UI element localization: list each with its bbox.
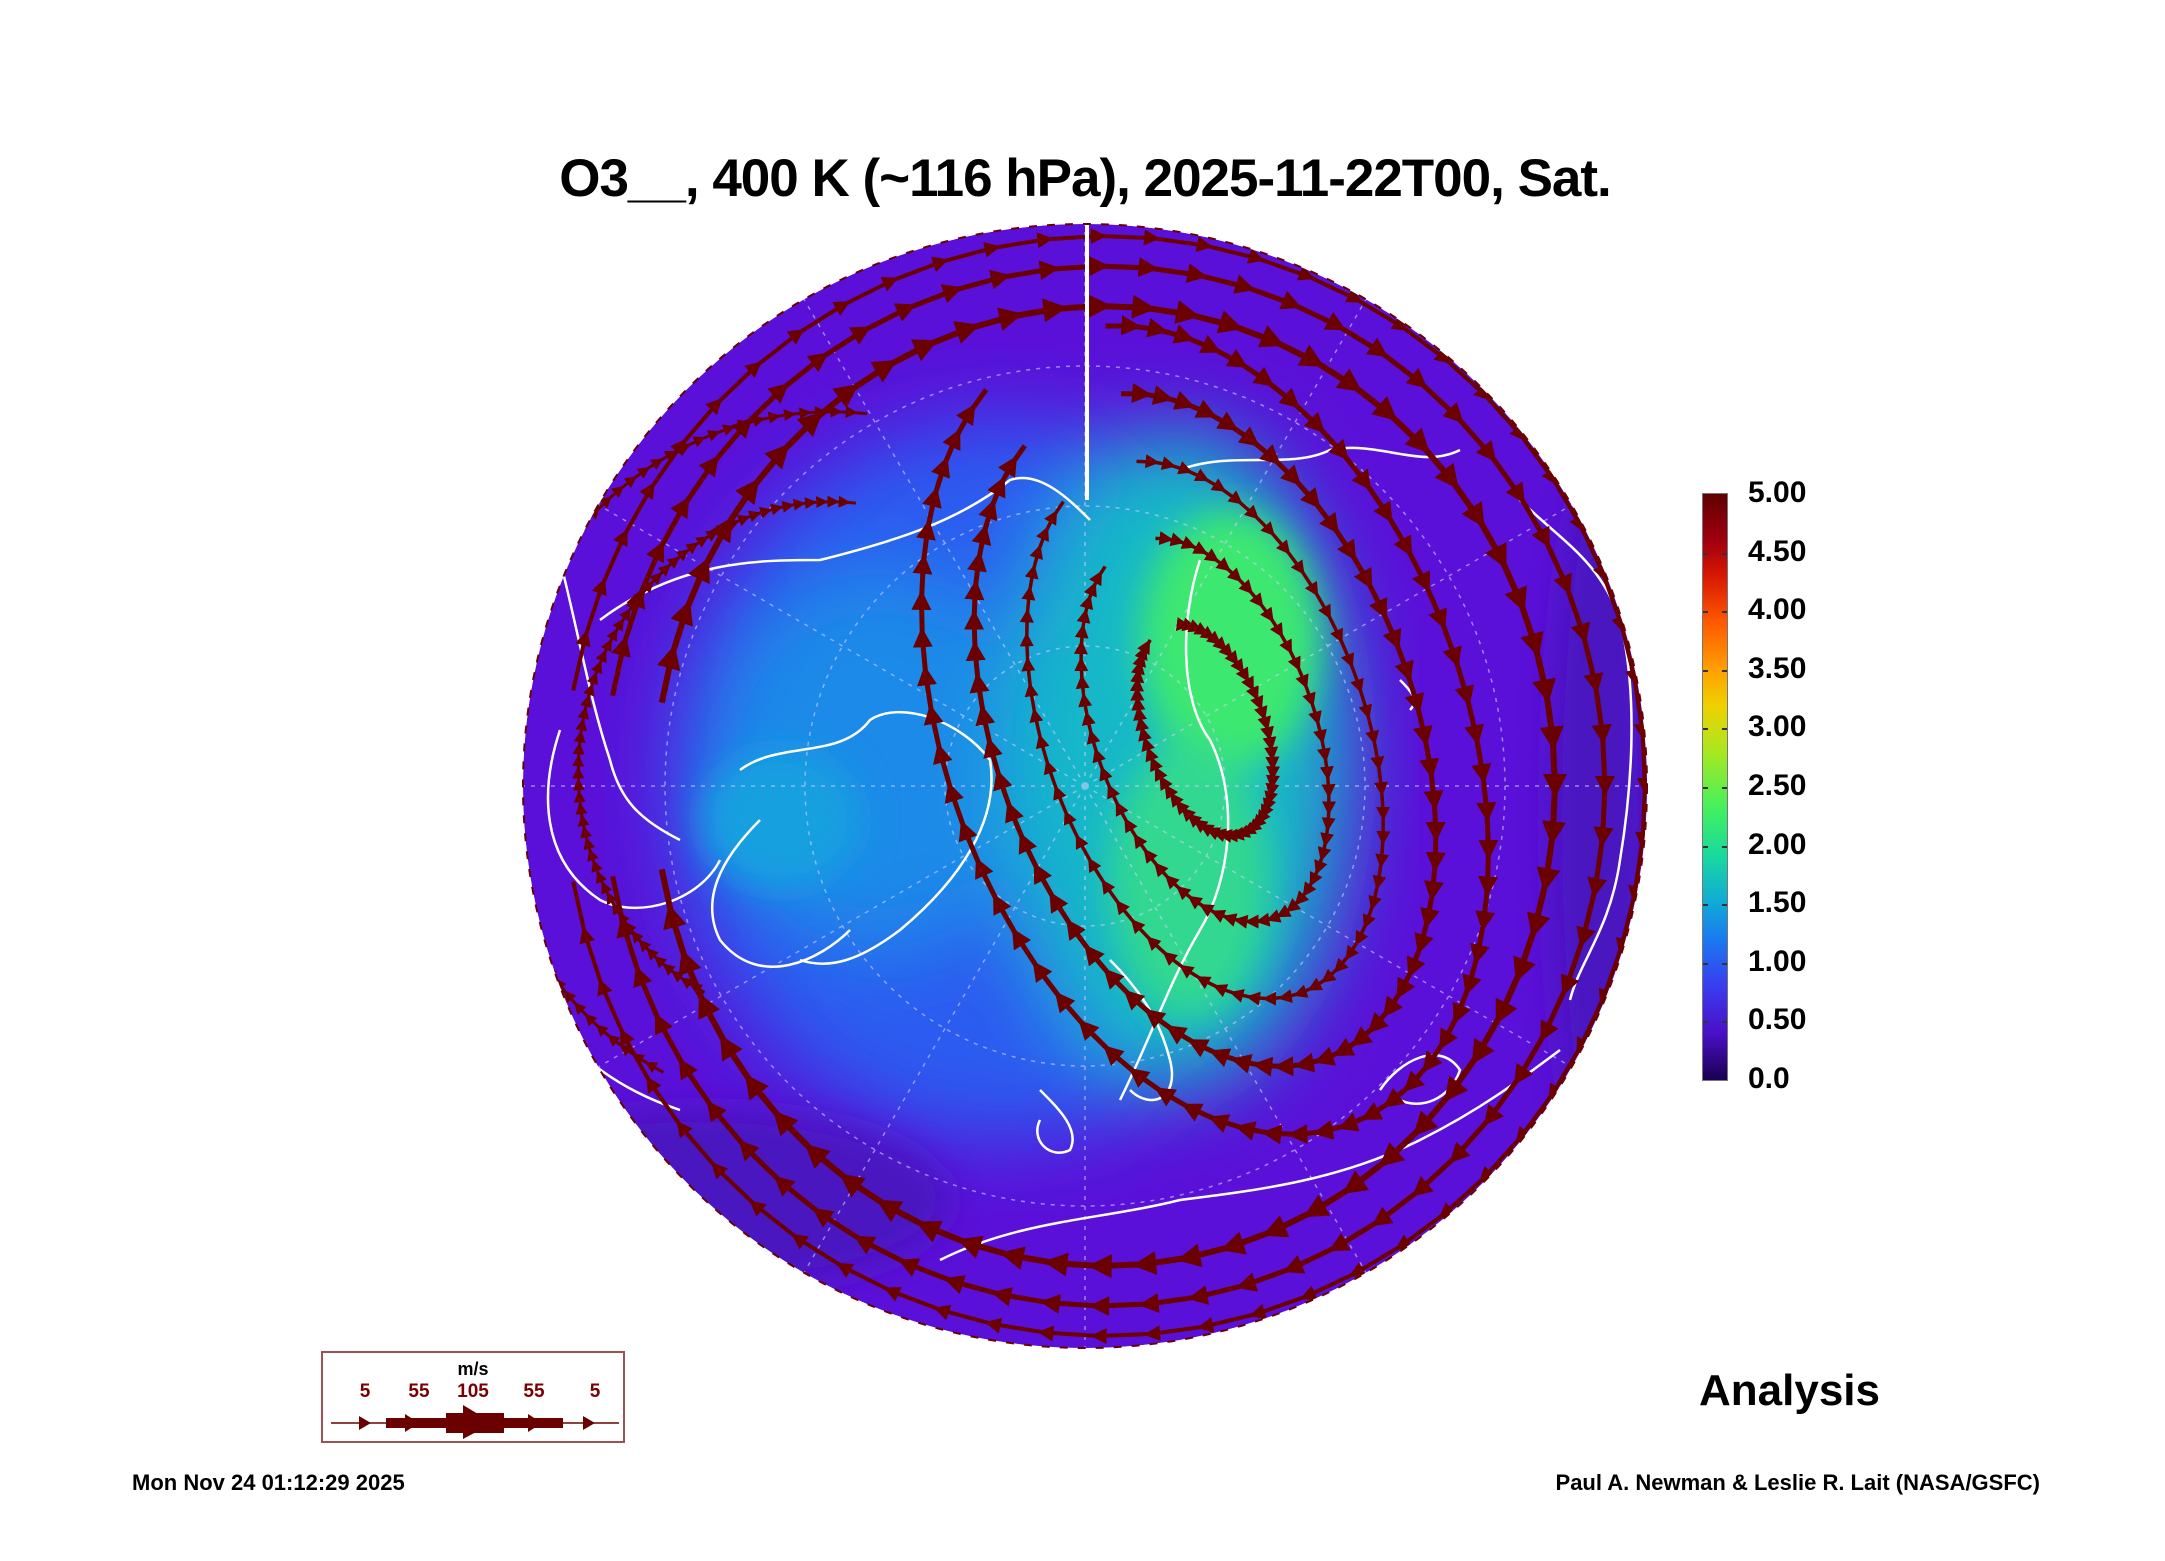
wind-unit-label: m/s: [457, 1359, 489, 1379]
colorbar-tick-label: 3.50: [1748, 651, 1807, 685]
wind-value-label: 55: [408, 1381, 430, 1402]
generation-timestamp: Mon Nov 24 01:12:29 2025: [132, 1470, 405, 1495]
colorbar-tick-label: 0.50: [1748, 1003, 1807, 1037]
streamline: [571, 228, 1647, 1345]
colorbar-tick-label: 0.0: [1748, 1062, 1790, 1095]
colorbar-tick-label: 1.50: [1748, 886, 1807, 920]
colorbar-tick-label: 4.00: [1748, 593, 1807, 627]
wind-value-label: 105: [457, 1381, 489, 1402]
colorbar-tick-label: 2.00: [1748, 827, 1807, 861]
wind-arrow-scale-icon: [331, 1405, 619, 1439]
wind-value-label: 5: [359, 1381, 371, 1402]
colorbar-tick-label: 2.50: [1748, 769, 1807, 802]
ozone-field: [523, 224, 1647, 1348]
globe-outline: [522, 223, 1648, 1349]
colorbar-tick-label: 4.50: [1748, 534, 1807, 568]
colorbar-tick-label: 1.00: [1748, 944, 1807, 978]
wind-speed-legend: m/s 5 55 105 55 5: [321, 1351, 625, 1443]
colorbar-tick-label: 3.00: [1748, 710, 1807, 744]
colorbar-tick-label: 5.00: [1748, 476, 1807, 509]
colorbar: [1702, 493, 1728, 1081]
wind-value-label: 55: [523, 1381, 545, 1402]
analysis-label: Analysis: [1699, 1366, 1880, 1415]
credit-text: Paul A. Newman & Leslie R. Lait (NASA/GS…: [1555, 1470, 2040, 1495]
map-title: O3__, 400 K (~116 hPa), 2025-11-22T00, S…: [559, 149, 1612, 208]
wind-value-label: 5: [589, 1381, 601, 1402]
